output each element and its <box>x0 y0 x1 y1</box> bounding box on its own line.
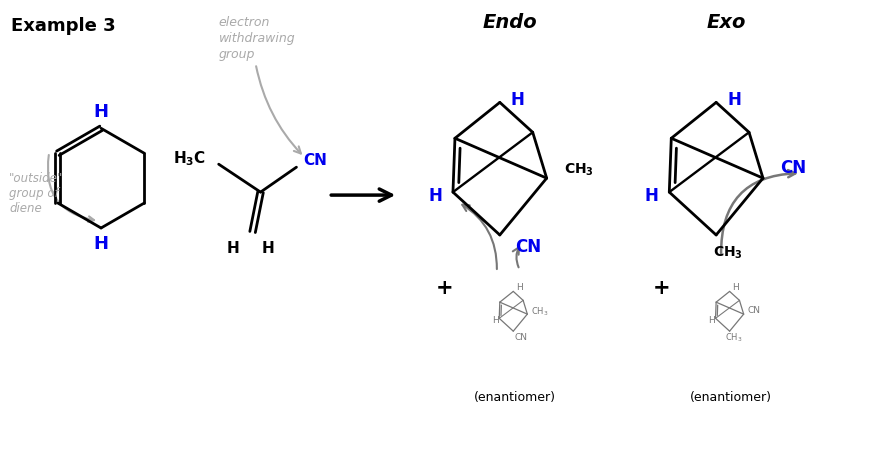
Text: $\mathregular{CH_3}$: $\mathregular{CH_3}$ <box>531 306 548 319</box>
FancyArrowPatch shape <box>720 170 795 254</box>
Text: group of: group of <box>10 187 59 200</box>
Text: CN: CN <box>747 306 759 315</box>
Text: Endo: Endo <box>482 13 537 32</box>
Text: $\mathbf{CH_3}$: $\mathbf{CH_3}$ <box>563 162 593 178</box>
Text: H: H <box>226 242 239 256</box>
Text: (enantiomer): (enantiomer) <box>474 391 555 404</box>
Text: CN: CN <box>514 238 540 256</box>
Text: H: H <box>260 242 274 256</box>
Text: H: H <box>94 235 109 253</box>
Text: +: + <box>652 278 669 298</box>
Text: Exo: Exo <box>706 13 745 32</box>
Text: withdrawing: withdrawing <box>218 32 295 45</box>
Text: CN: CN <box>303 153 327 168</box>
Text: "outside": "outside" <box>10 171 63 184</box>
Text: $\mathregular{CH_3}$: $\mathregular{CH_3}$ <box>724 332 742 344</box>
Text: group: group <box>218 48 254 61</box>
Text: CN: CN <box>779 159 805 177</box>
Text: +: + <box>436 278 453 298</box>
FancyArrowPatch shape <box>462 205 496 269</box>
Text: CN: CN <box>514 333 527 342</box>
Text: H: H <box>726 91 740 109</box>
Text: (enantiomer): (enantiomer) <box>689 391 771 404</box>
Text: H: H <box>516 283 522 292</box>
FancyArrowPatch shape <box>48 155 94 222</box>
Text: H: H <box>708 316 714 325</box>
Text: H: H <box>491 316 498 325</box>
Text: Example 3: Example 3 <box>11 17 116 35</box>
Text: electron: electron <box>218 16 270 29</box>
FancyArrowPatch shape <box>512 248 518 267</box>
Text: H: H <box>510 91 524 109</box>
FancyArrowPatch shape <box>256 66 301 153</box>
Text: H: H <box>428 187 441 205</box>
Text: H: H <box>731 283 738 292</box>
Text: H: H <box>94 104 109 122</box>
Text: H: H <box>644 187 658 205</box>
Text: diene: diene <box>10 202 42 215</box>
Text: $\mathbf{H_3C}$: $\mathbf{H_3C}$ <box>173 149 205 167</box>
Text: $\mathbf{CH_3}$: $\mathbf{CH_3}$ <box>712 245 742 261</box>
